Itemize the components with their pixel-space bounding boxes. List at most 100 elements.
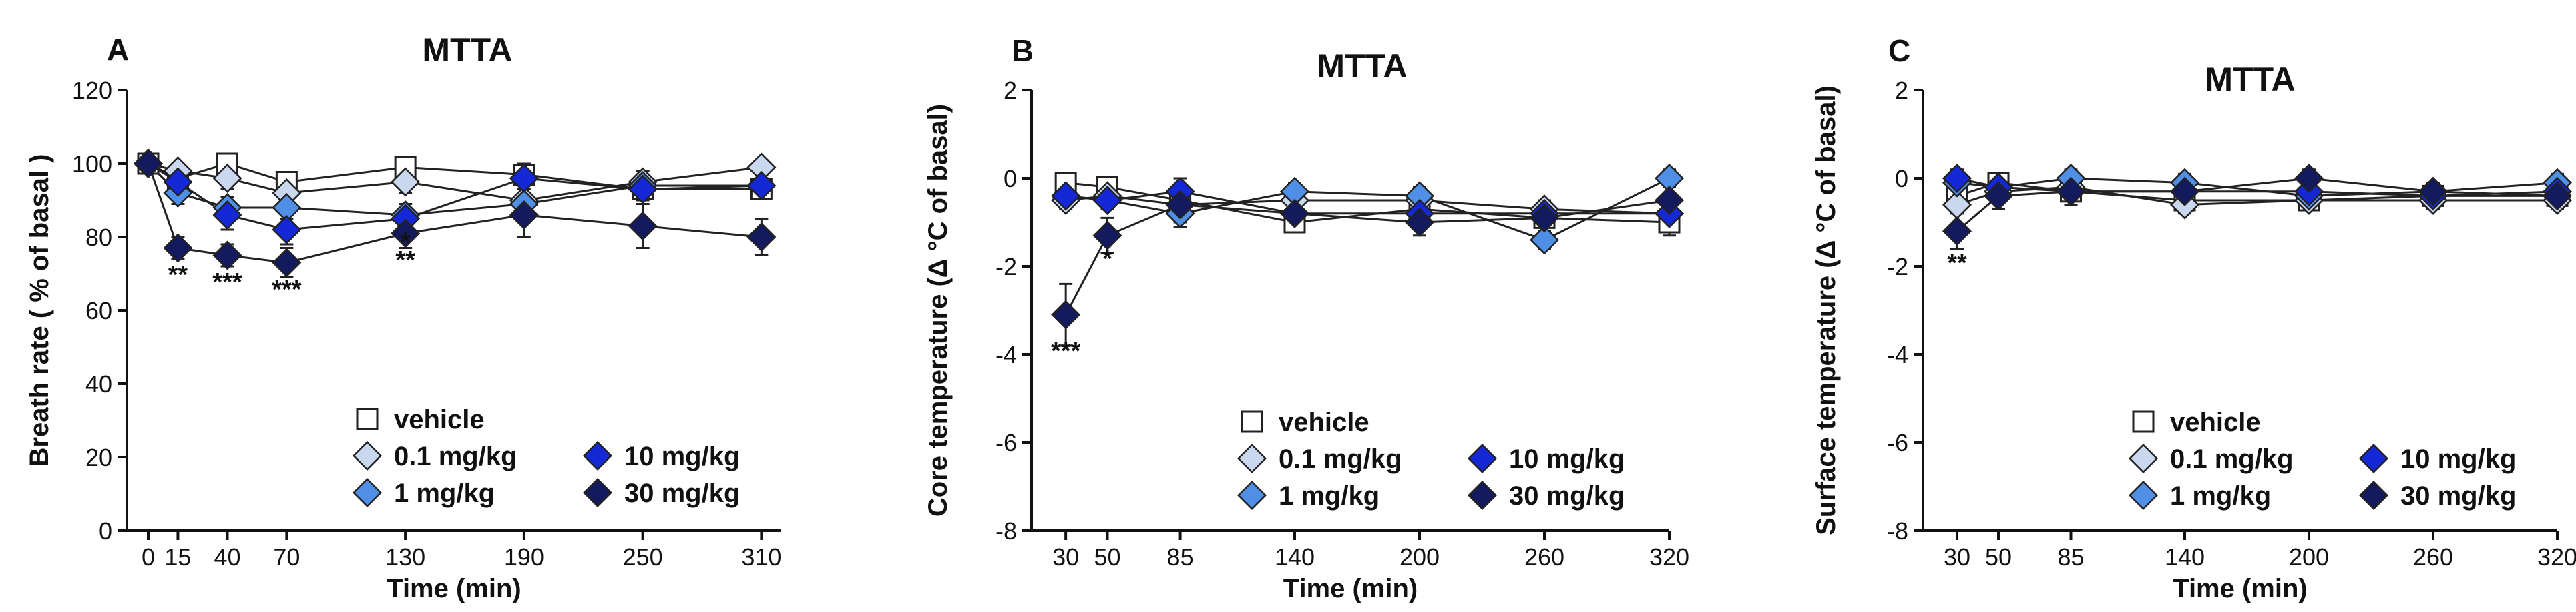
legend-marker: [582, 477, 613, 508]
legend-item: 1 mg/kg: [2128, 480, 2271, 511]
legend-marker: [2132, 410, 2155, 433]
series-markers-vehicle: [1054, 172, 1681, 234]
data-point: [163, 167, 193, 197]
y-tick-label: 0: [1004, 165, 1017, 192]
legend-label: 1 mg/kg: [2170, 481, 2271, 511]
legend-label: 10 mg/kg: [1509, 444, 1625, 474]
series-markers-1-mg-kg: [1051, 163, 1685, 255]
chart-title: MTTA: [422, 31, 512, 69]
legend-label: 1 mg/kg: [1279, 481, 1379, 511]
x-axis-label: Time (min): [387, 574, 521, 603]
chart-panel-c: C MTTA -8 -6 -4 -2 0 2 30 50 85 140 200 260 320 Time (m…: [1811, 33, 2576, 603]
x-tick-label: 70: [273, 543, 300, 571]
series-vehicle: [1059, 172, 1676, 237]
y-tick-label: -2: [996, 253, 1017, 280]
x-tick-label: 260: [2413, 543, 2453, 571]
series-1-mg-kg: [1059, 168, 1676, 250]
legend: vehicle 0.1 mg/kg 10 mg/kg 1 mg/kg 30 mg/kg: [352, 405, 740, 508]
legend-item: 10 mg/kg: [582, 440, 740, 471]
x-tick-label: 200: [2289, 543, 2329, 571]
data-point: [2056, 176, 2086, 206]
data-point: [272, 248, 302, 278]
legend-item: vehicle: [356, 405, 485, 434]
legend-item: 10 mg/kg: [2358, 443, 2516, 474]
data-point: [2418, 176, 2448, 206]
significance-marker: **: [1947, 249, 1967, 277]
y-tick-label: 0: [1895, 165, 1908, 192]
series-line: [1956, 177, 2558, 232]
y-tick-label: 120: [72, 77, 112, 104]
y-tick-label: 80: [85, 224, 112, 251]
significance-marker: **: [168, 261, 188, 289]
y-tick-label: 0: [99, 517, 112, 545]
legend-item: 30 mg/kg: [1467, 480, 1625, 511]
legend-item: 30 mg/kg: [582, 477, 740, 508]
legend-label: 30 mg/kg: [1509, 481, 1625, 511]
series-markers-30-mg-kg: [133, 148, 777, 278]
legend-marker: [2358, 443, 2389, 474]
y-tick-label: -8: [996, 517, 1017, 545]
x-tick-label: 140: [2165, 543, 2205, 571]
legend-label: vehicle: [2170, 408, 2261, 437]
y-tick-label: 40: [85, 370, 112, 398]
data-point: [1529, 203, 1560, 233]
data-point: [272, 214, 302, 245]
data-point: [1983, 181, 2014, 211]
data-point: [628, 174, 658, 204]
x-tick-label: 50: [1094, 543, 1120, 571]
series-markers-30-mg-kg: [1051, 185, 1685, 330]
legend: vehicle 0.1 mg/kg 10 mg/kg 1 mg/kg 30 mg/kg: [1237, 408, 1625, 511]
data-point: [1092, 220, 1122, 250]
legend: vehicle 0.1 mg/kg 10 mg/kg 1 mg/kg 30 mg/kg: [2128, 408, 2516, 511]
x-tick-label: 0: [142, 543, 155, 571]
data-point: [212, 200, 242, 230]
legend-item: 1 mg/kg: [1237, 480, 1379, 511]
y-tick-label: -6: [996, 429, 1017, 456]
x-tick-label: 30: [1944, 543, 1970, 571]
series-line: [1064, 199, 1670, 316]
x-tick-label: 85: [1167, 543, 1194, 571]
legend-marker: [1467, 480, 1498, 511]
data-point: [212, 240, 242, 270]
data-point: [628, 211, 658, 241]
data-point: [1942, 216, 1972, 246]
data-point: [163, 233, 193, 263]
data-point: [212, 163, 242, 194]
legend-label: vehicle: [394, 405, 485, 434]
series-markers-30-mg-kg: [1942, 163, 2573, 246]
chart-panel-b: B MTTA -8 -6 -4 -2 0 2 30 50 85 140 200 260 320 Time (m…: [923, 33, 1689, 603]
legend-marker: [2128, 480, 2159, 511]
legend-item: 0.1 mg/kg: [2128, 443, 2294, 474]
data-point: [1051, 181, 1081, 211]
data-point: [1529, 225, 1560, 255]
chart-panel-a: A MTTA 0 20 40 60 80 100 120 0 15 40 70 130 190 250 310 T…: [25, 31, 781, 603]
data-point: [391, 218, 421, 248]
legend-label: 1 mg/kg: [394, 479, 495, 508]
legend-item: 30 mg/kg: [2358, 480, 2516, 511]
series-line: [1066, 194, 1670, 215]
data-point: [1404, 207, 1435, 238]
legend-label: vehicle: [1279, 408, 1369, 437]
x-tick-label: 320: [2537, 543, 2576, 571]
panel-letter: B: [1012, 33, 1034, 68]
data-point: [2169, 176, 2200, 206]
legend-marker: [582, 440, 613, 471]
legend-marker: [2128, 443, 2159, 474]
x-tick-label: 260: [1524, 543, 1564, 571]
legend-item: 1 mg/kg: [352, 477, 495, 508]
y-tick-label: -8: [1887, 517, 1908, 545]
data-point: [746, 222, 777, 252]
legend-item: 10 mg/kg: [1467, 443, 1625, 474]
x-tick-label: 200: [1400, 543, 1440, 571]
chart-title: MTTA: [1317, 47, 1407, 85]
legend-marker: [2358, 480, 2389, 511]
series-line: [148, 162, 762, 231]
data-point: [2294, 163, 2324, 194]
chart-title: MTTA: [2205, 61, 2295, 98]
x-tick-label: 130: [385, 543, 425, 571]
data-point: [1092, 185, 1122, 216]
y-tick-label: -2: [1887, 253, 1908, 280]
significance-marker: *: [1102, 245, 1112, 273]
legend-item: 0.1 mg/kg: [352, 440, 517, 471]
